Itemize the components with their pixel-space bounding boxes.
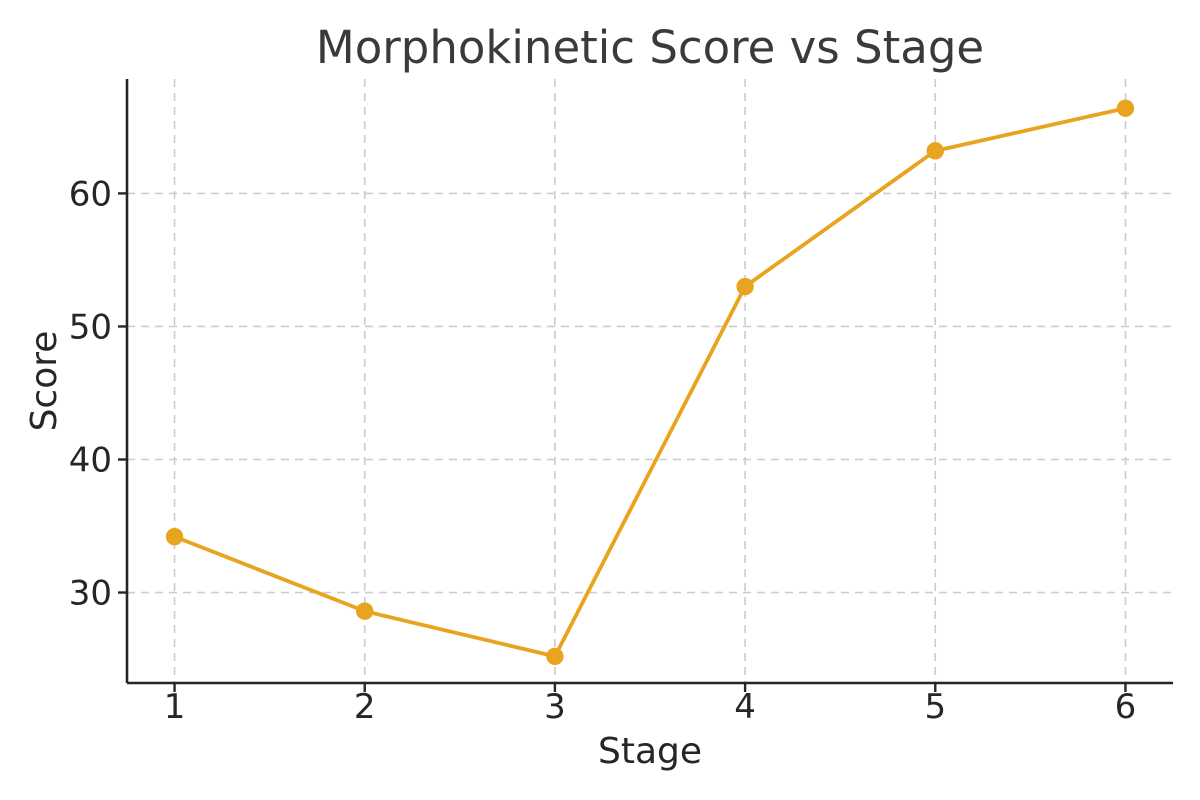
- x-tick-label: 4: [734, 687, 756, 727]
- series-layer: [165, 99, 1135, 666]
- y-tick-label: 40: [69, 440, 112, 480]
- x-tick-label: 1: [164, 687, 186, 727]
- data-point-marker: [356, 602, 374, 620]
- chart-title: Morphokinetic Score vs Stage: [316, 21, 984, 74]
- data-point-marker: [1116, 99, 1135, 117]
- y-tick-label: 60: [69, 174, 112, 214]
- y-axis-label: Score: [24, 331, 65, 432]
- y-tick-label: 30: [69, 574, 112, 614]
- data-point-marker: [736, 277, 754, 296]
- x-tick-label: 3: [544, 687, 566, 727]
- data-point-marker: [165, 527, 184, 546]
- data-point-marker: [546, 647, 564, 666]
- grid-layer: [127, 79, 1173, 683]
- x-tick-label: 6: [1115, 687, 1137, 727]
- data-point-marker: [926, 142, 944, 160]
- axis-layer: 1 2 3 4 5 6 30 40 50 60: [69, 79, 1173, 727]
- x-tick-label: 5: [924, 687, 946, 727]
- y-tick-label: 50: [69, 307, 112, 347]
- x-tick-label: 2: [354, 687, 376, 727]
- series-line: [172, 106, 1128, 659]
- x-axis-label: Stage: [598, 731, 702, 772]
